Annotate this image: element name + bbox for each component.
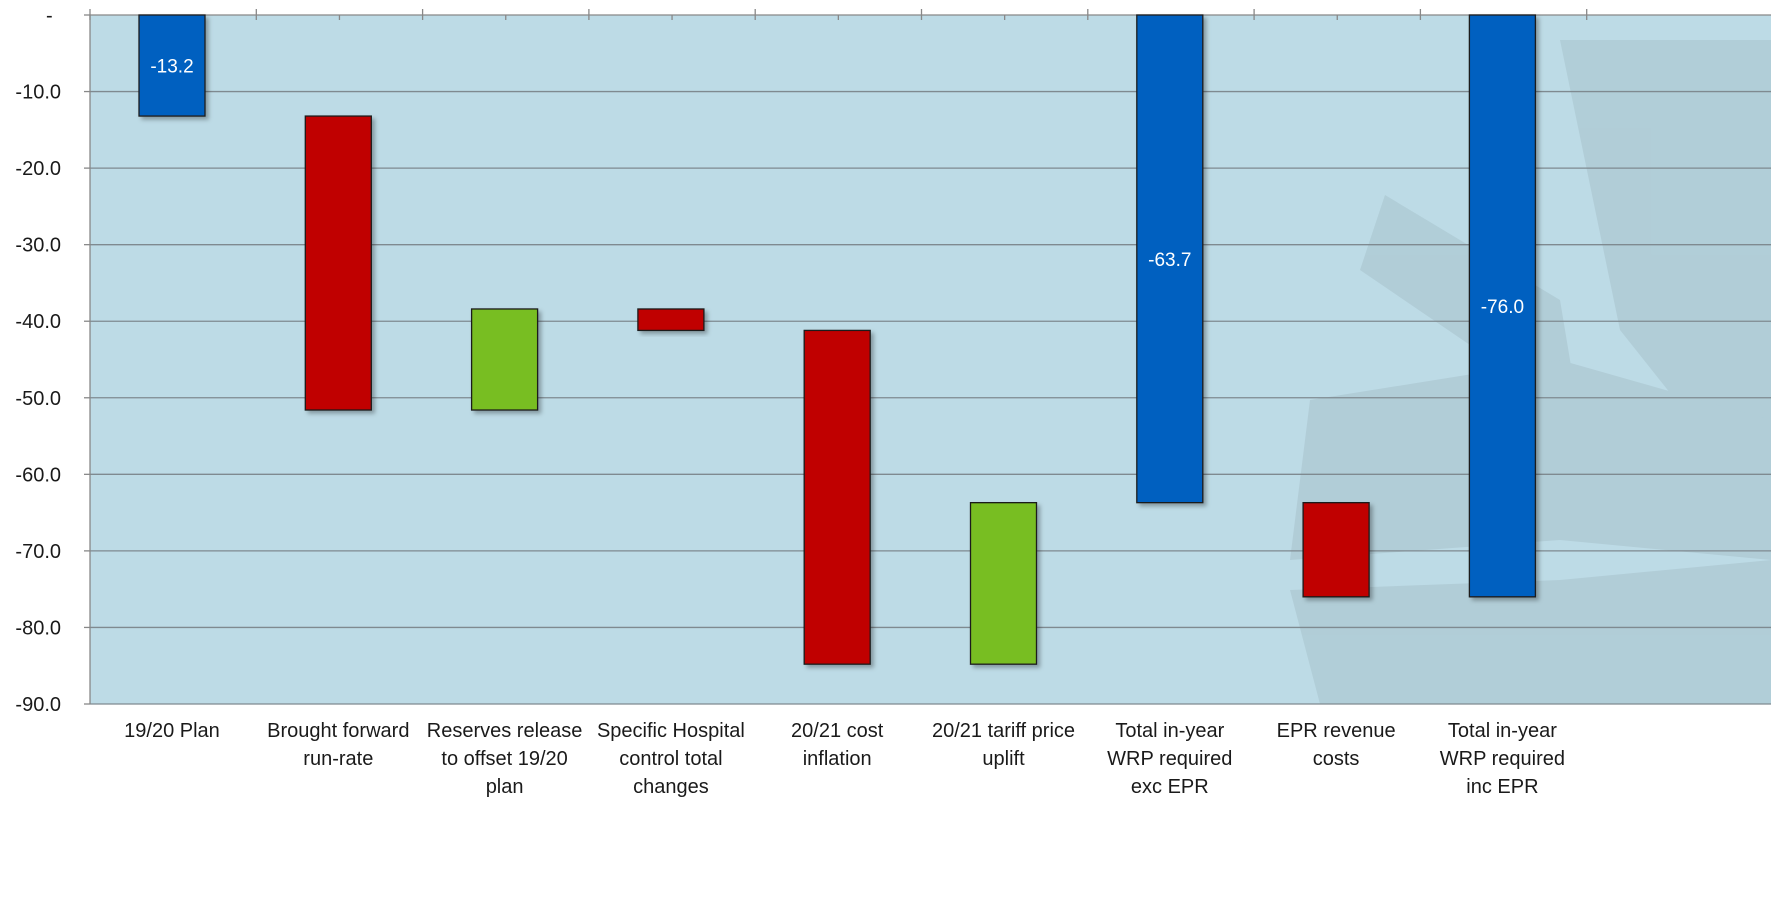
x-tick-label: Reserves release to offset 19/20 plan: [427, 720, 583, 798]
x-tick-label-line: Specific Hospital: [597, 720, 745, 742]
y-tick-label: -50.0: [15, 388, 61, 410]
x-tick-label-line: inc EPR: [1466, 776, 1538, 798]
bar-increase: [470, 308, 539, 411]
x-tick-label-line: Total in-year: [1115, 720, 1224, 742]
x-tick-label-line: uplift: [982, 748, 1025, 770]
x-axis-tick-labels: 19/20 Plan Brought forward run-rate Reserve…: [124, 720, 1565, 798]
x-tick-label: Total in-year WRP required exc EPR: [1107, 720, 1232, 798]
y-tick-label: -80.0: [15, 617, 61, 639]
bar-decrease: [1302, 502, 1370, 598]
x-tick-label: 20/21 tariff price uplift: [932, 720, 1075, 770]
x-tick-label-line: to offset 19/20: [441, 748, 567, 770]
x-tick-label-line: 20/21 tariff price: [932, 720, 1075, 742]
data-labels: -13.2 -63.7 -76.0: [150, 57, 1524, 318]
x-tick-label-line: 19/20 Plan: [124, 720, 220, 742]
x-tick-label: 19/20 Plan: [124, 720, 220, 742]
bar-value-label: -13.2: [150, 57, 193, 78]
x-tick-label-line: 20/21 cost: [791, 720, 884, 742]
x-tick-label-line: exc EPR: [1131, 776, 1209, 798]
y-tick-label: -70.0: [15, 541, 61, 563]
bar-total: [1468, 14, 1537, 598]
bar-total: [1136, 14, 1204, 504]
x-tick-label-line: run-rate: [303, 748, 373, 770]
y-tick-label: -40.0: [15, 311, 61, 333]
x-tick-label: Specific Hospital control total changes: [597, 720, 745, 798]
bar-value-label: -76.0: [1481, 297, 1524, 318]
bar-increase: [969, 502, 1038, 665]
x-tick-label-line: costs: [1313, 748, 1360, 770]
x-tick-label: Brought forward run-rate: [267, 720, 409, 770]
x-tick-label-line: EPR revenue: [1277, 720, 1396, 742]
y-tick-label: -90.0: [15, 694, 61, 716]
y-tick-label: -60.0: [15, 464, 61, 486]
x-tick-label-line: WRP required: [1107, 748, 1232, 770]
bars: [138, 14, 1537, 665]
y-tick-label: -10.0: [15, 82, 61, 104]
x-tick-label: Total in-year WRP required inc EPR: [1440, 720, 1565, 798]
x-tick-label-line: WRP required: [1440, 748, 1565, 770]
x-tick-label-line: Brought forward: [267, 720, 409, 742]
bar-decrease: [637, 308, 705, 332]
x-tick-label-line: control total: [619, 748, 722, 770]
watermark-shape: [1290, 560, 1771, 704]
x-tick-label: 20/21 cost inflation: [791, 720, 884, 770]
y-axis-tick-labels: - -10.0 -20.0 -30.0 -40.0 -50.0 -60.0 -70.0 -80.…: [15, 5, 61, 716]
watermark-shape: [1560, 40, 1771, 520]
x-tick-label-line: Reserves release: [427, 720, 583, 742]
y-tick-label: -20.0: [15, 158, 61, 180]
bar-decrease: [803, 329, 871, 665]
y-tick-label: -30.0: [15, 235, 61, 257]
x-tick-label: EPR revenue costs: [1277, 720, 1396, 770]
bar-value-label: -63.7: [1148, 250, 1191, 271]
x-tick-label-line: Total in-year: [1448, 720, 1557, 742]
y-tick-label: -: [46, 5, 53, 27]
x-tick-label-line: plan: [486, 776, 524, 798]
x-tick-label-line: inflation: [803, 748, 872, 770]
bar-decrease: [304, 115, 372, 411]
bar-total: [138, 14, 206, 117]
x-tick-label-line: changes: [633, 776, 709, 798]
